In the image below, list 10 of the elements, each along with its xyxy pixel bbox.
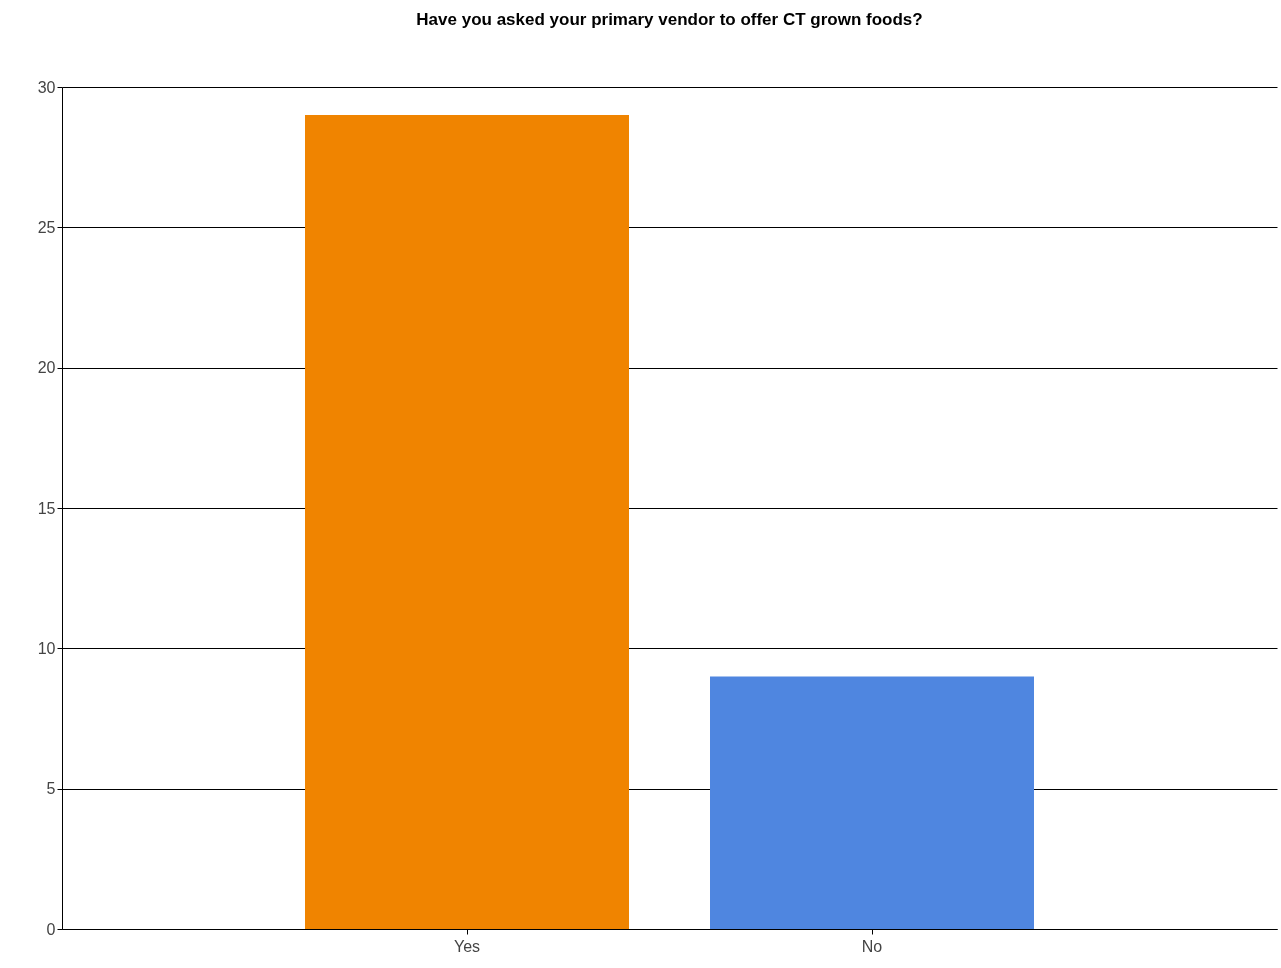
x-tick-label: No (861, 937, 883, 955)
y-tick-label: 15 (37, 499, 56, 517)
y-tick-label: 5 (46, 780, 56, 798)
y-tick-label: 10 (37, 639, 56, 657)
chart-title: Have you asked your primary vendor to offer CT grown foods? (416, 10, 923, 29)
x-tick-label: Yes (453, 937, 481, 955)
y-tick-label: 30 (37, 78, 56, 96)
y-tick-label: 0 (46, 920, 56, 938)
y-tick-label: 20 (37, 359, 56, 377)
y-tick-label: 25 (37, 218, 56, 236)
